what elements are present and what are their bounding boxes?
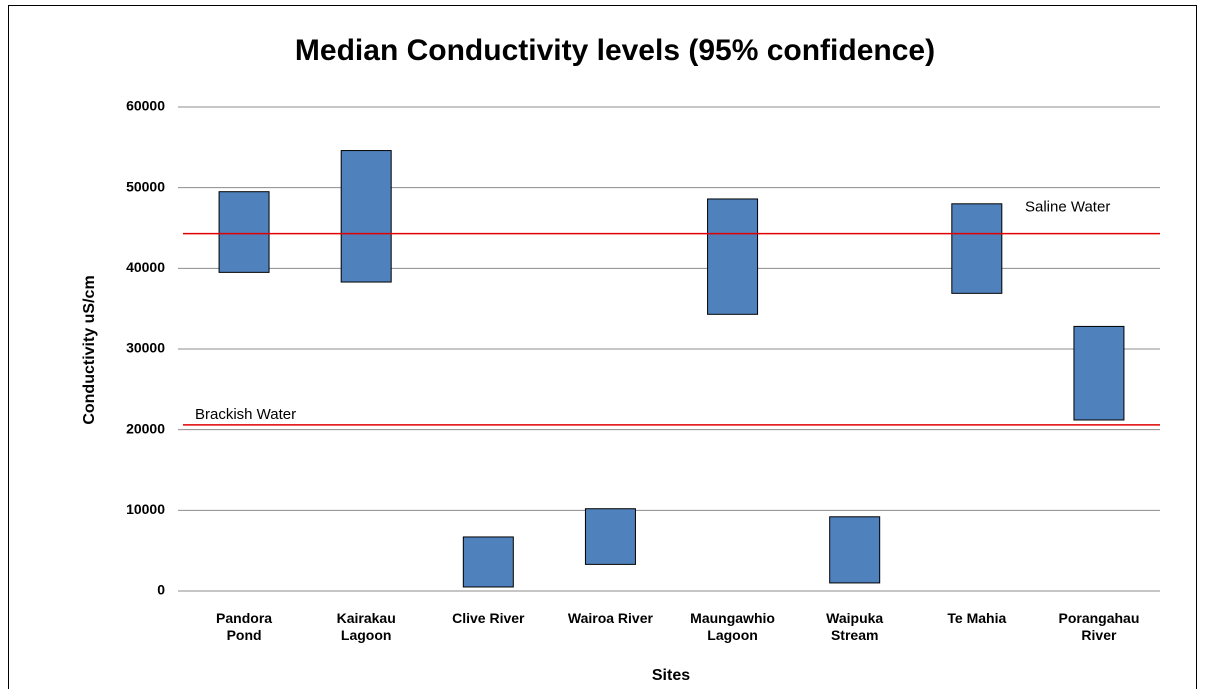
- y-tick-label: 10000: [126, 501, 165, 517]
- bar: [951, 203, 1003, 294]
- y-tick-label: 0: [157, 582, 165, 598]
- x-tick-label: Maungawhio Lagoon: [690, 610, 775, 643]
- x-tick-label: Waipuka Stream: [826, 610, 884, 643]
- y-tick-label: 60000: [126, 98, 165, 114]
- y-tick-label: 40000: [126, 259, 165, 275]
- y-tick-label: 50000: [126, 178, 165, 194]
- x-tick-label: Te Mahia: [947, 610, 1007, 626]
- bar: [1073, 325, 1125, 421]
- x-axis-label: Sites: [652, 667, 690, 684]
- y-tick-label: 30000: [126, 340, 165, 356]
- bar: [340, 150, 392, 283]
- bar: [462, 536, 514, 588]
- reference-label: Brackish Water: [195, 406, 296, 423]
- reference-label: Saline Water: [1025, 199, 1110, 216]
- bar: [707, 198, 759, 315]
- bar: [218, 191, 270, 273]
- chart-border: [8, 5, 1197, 689]
- bar: [829, 516, 881, 584]
- x-tick-label: Porangahau River: [1058, 610, 1140, 643]
- x-tick-label: Kairakau Lagoon: [336, 610, 396, 643]
- y-axis-label: Conductivity uS/cm: [81, 275, 98, 424]
- x-tick-label: Pandora Pond: [216, 610, 273, 643]
- x-tick-label: Clive River: [452, 610, 525, 626]
- bar: [584, 508, 636, 565]
- chart-title: Median Conductivity levels (95% confiden…: [295, 34, 935, 67]
- x-tick-label: Wairoa River: [567, 610, 653, 626]
- y-tick-label: 20000: [126, 420, 165, 436]
